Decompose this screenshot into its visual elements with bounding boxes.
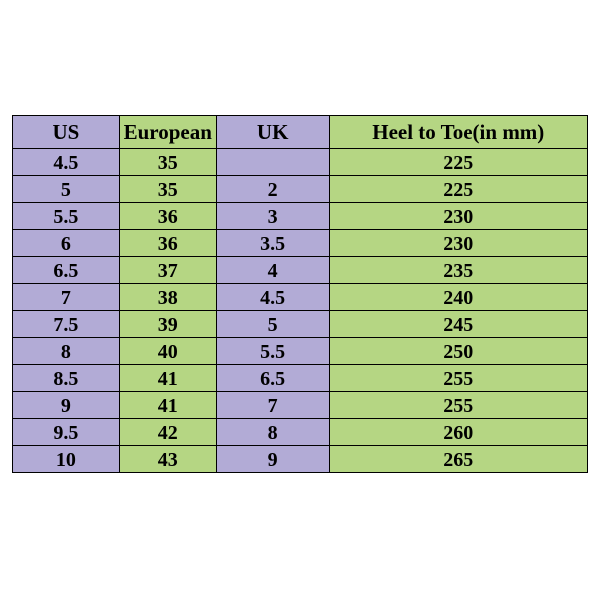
table-row: 4.535 225 [13,149,588,176]
cell-european: 38 [119,284,216,311]
cell-european: 41 [119,365,216,392]
cell-heel-to-toe: 255 [329,365,587,392]
table-row: 8405.5250 [13,338,588,365]
cell-uk: 6.5 [216,365,329,392]
cell-uk: 8 [216,419,329,446]
cell-european: 35 [119,149,216,176]
cell-heel-to-toe: 265 [329,446,587,473]
cell-uk: 5.5 [216,338,329,365]
table-row: 10439265 [13,446,588,473]
cell-us: 9.5 [13,419,120,446]
cell-us: 4.5 [13,149,120,176]
cell-heel-to-toe: 255 [329,392,587,419]
cell-heel-to-toe: 245 [329,311,587,338]
table-row: 7384.5240 [13,284,588,311]
cell-us: 6 [13,230,120,257]
cell-european: 36 [119,203,216,230]
cell-us: 10 [13,446,120,473]
table-row: 5352225 [13,176,588,203]
cell-us: 8.5 [13,365,120,392]
table-row: 6363.5230 [13,230,588,257]
table-row: 9.5428260 [13,419,588,446]
cell-european: 36 [119,230,216,257]
cell-us: 5 [13,176,120,203]
cell-european: 42 [119,419,216,446]
col-header-european: European [119,116,216,149]
cell-heel-to-toe: 225 [329,149,587,176]
table-row: 8.5416.5255 [13,365,588,392]
cell-uk [216,149,329,176]
table-row: 7.5395245 [13,311,588,338]
cell-european: 37 [119,257,216,284]
table-body: 4.53522553522255.53632306363.52306.53742… [13,149,588,473]
cell-european: 35 [119,176,216,203]
cell-heel-to-toe: 240 [329,284,587,311]
shoe-size-table: US European UK Heel to Toe(in mm) 4.5352… [12,115,588,473]
cell-european: 39 [119,311,216,338]
cell-uk: 4.5 [216,284,329,311]
table-row: 9417255 [13,392,588,419]
cell-uk: 2 [216,176,329,203]
cell-heel-to-toe: 250 [329,338,587,365]
cell-european: 41 [119,392,216,419]
col-header-uk: UK [216,116,329,149]
cell-heel-to-toe: 260 [329,419,587,446]
cell-european: 43 [119,446,216,473]
cell-heel-to-toe: 230 [329,203,587,230]
col-header-heel-toe: Heel to Toe(in mm) [329,116,587,149]
cell-heel-to-toe: 225 [329,176,587,203]
cell-european: 40 [119,338,216,365]
cell-uk: 9 [216,446,329,473]
cell-us: 7.5 [13,311,120,338]
cell-uk: 5 [216,311,329,338]
cell-us: 5.5 [13,203,120,230]
cell-uk: 4 [216,257,329,284]
cell-us: 6.5 [13,257,120,284]
cell-uk: 3.5 [216,230,329,257]
table-header-row: US European UK Heel to Toe(in mm) [13,116,588,149]
cell-us: 9 [13,392,120,419]
table-row: 5.5363230 [13,203,588,230]
cell-uk: 3 [216,203,329,230]
table-row: 6.5374235 [13,257,588,284]
cell-heel-to-toe: 230 [329,230,587,257]
cell-us: 7 [13,284,120,311]
cell-heel-to-toe: 235 [329,257,587,284]
cell-uk: 7 [216,392,329,419]
cell-us: 8 [13,338,120,365]
col-header-us: US [13,116,120,149]
